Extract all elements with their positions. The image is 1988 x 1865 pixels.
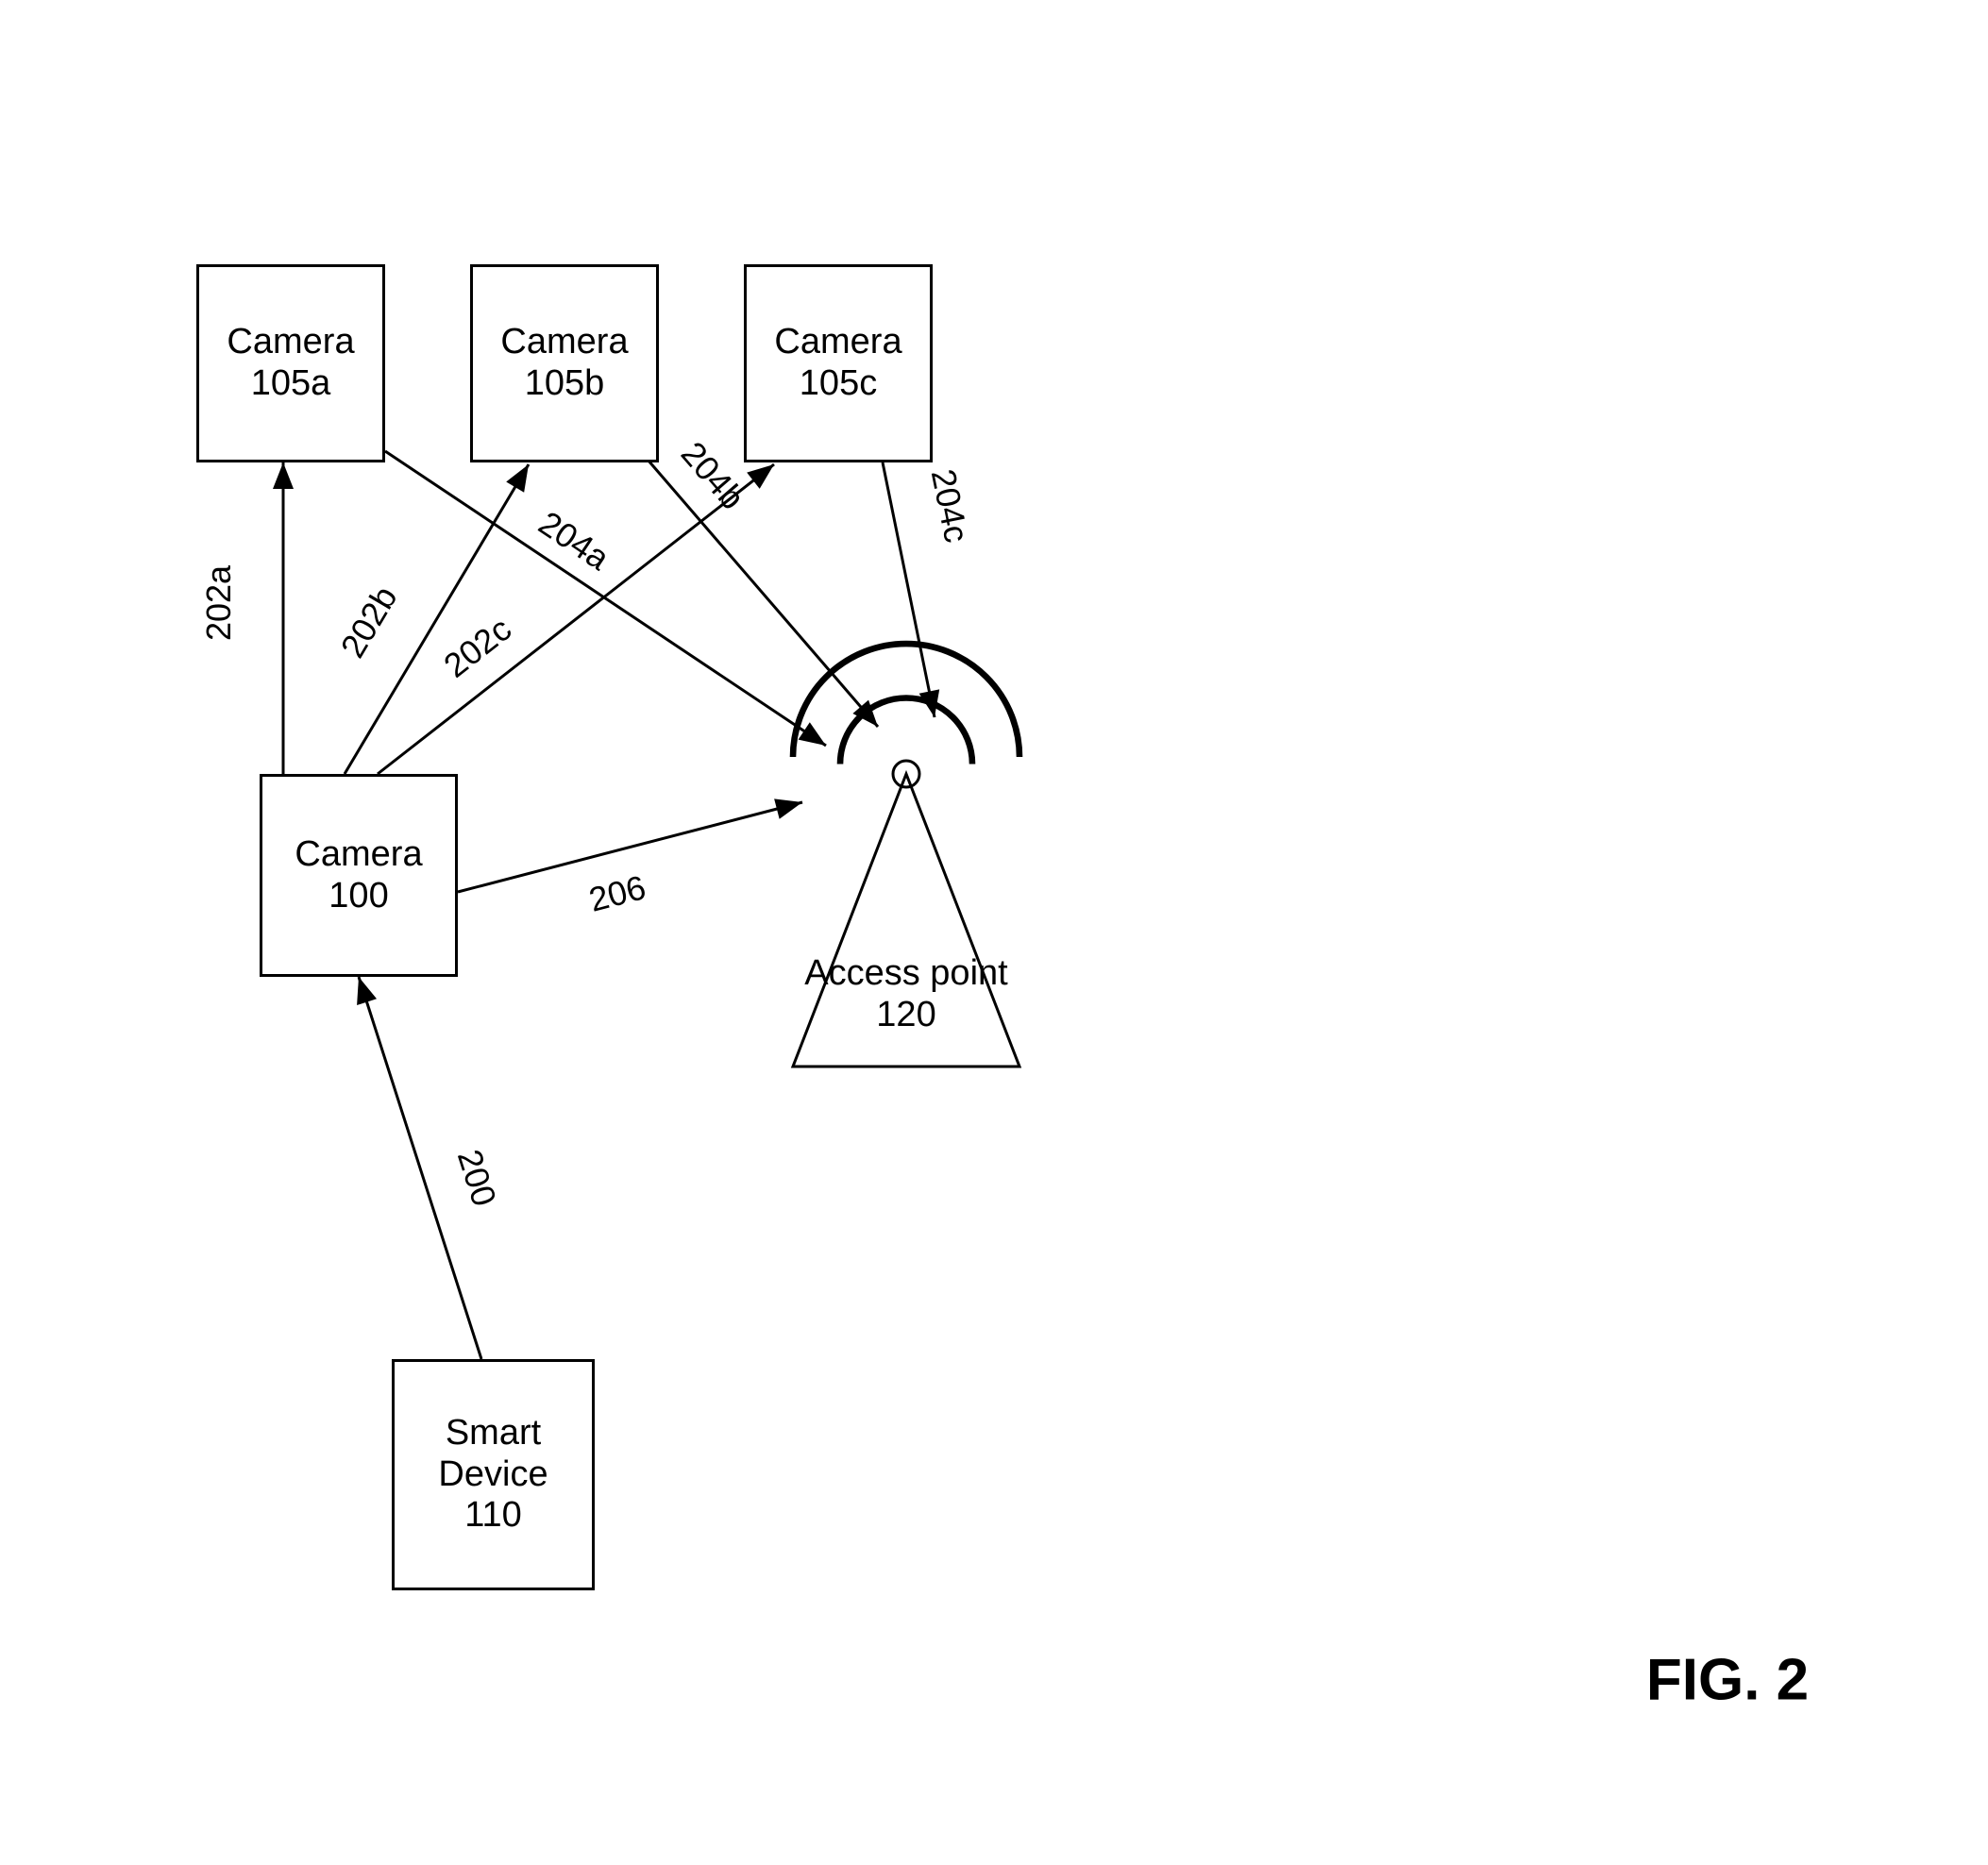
node-cam100-label-0: Camera [295, 834, 422, 876]
node-cam105b-label-0: Camera [500, 322, 628, 363]
edge-label-e202b: 202b [332, 580, 405, 664]
edge-label-e204b: 204b [673, 434, 752, 517]
edge-label-e204c: 204c [923, 466, 977, 546]
node-cam105a-label-1: 105a [251, 363, 331, 405]
node-cam105c-label-0: Camera [774, 322, 901, 363]
edge-e204a [385, 451, 826, 746]
node-smart-label-2: 110 [464, 1495, 522, 1537]
access-point-label: Access point120 [793, 953, 1019, 1035]
node-cam105a-label-0: Camera [227, 322, 354, 363]
figure-label: FIG. 2 [1646, 1647, 1809, 1714]
node-cam105c-label-1: 105c [800, 363, 877, 405]
access-point-label-0: Access point [793, 953, 1019, 995]
node-cam105a: Camera105a [196, 264, 385, 462]
node-cam105c: Camera105c [744, 264, 933, 462]
edge-label-e200: 200 [449, 1144, 504, 1210]
node-cam100: Camera100 [260, 774, 458, 977]
node-cam105b: Camera105b [470, 264, 659, 462]
node-smart: SmartDevice110 [392, 1359, 595, 1590]
node-cam105b-label-1: 105b [525, 363, 605, 405]
edge-e204c [883, 462, 935, 717]
node-cam100-label-1: 100 [329, 876, 388, 917]
edge-label-e206: 206 [585, 867, 650, 920]
node-smart-label-1: Device [438, 1454, 548, 1496]
access-point-label-1: 120 [793, 995, 1019, 1036]
edge-e204b [642, 453, 878, 727]
edge-label-e202a: 202a [199, 564, 239, 640]
edge-label-e204a: 204a [531, 504, 616, 579]
node-smart-label-0: Smart [446, 1413, 541, 1454]
edge-e202c [378, 464, 774, 774]
diagram-canvas: Camera105aCamera105bCamera105cCamera100S… [0, 0, 1988, 1865]
edge-label-e202c: 202c [436, 610, 518, 686]
